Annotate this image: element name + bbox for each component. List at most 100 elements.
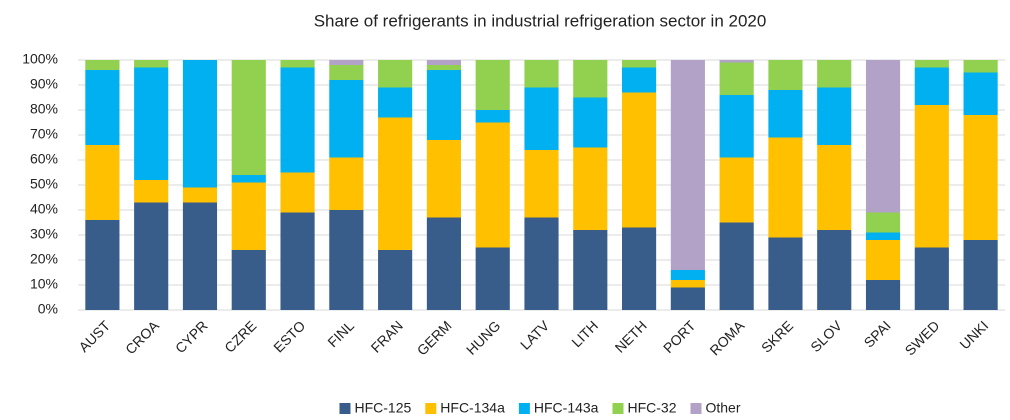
x-tick-label: ROMA — [706, 317, 747, 358]
bar-segment — [231, 175, 266, 183]
bar-segment — [182, 187, 218, 203]
bar-segment — [329, 157, 364, 210]
bar-segment — [475, 60, 510, 110]
bar-segment — [280, 67, 315, 173]
legend-swatch — [339, 403, 351, 414]
x-tick-label: FRAN — [368, 317, 406, 355]
x-tick-label: SWED — [902, 317, 943, 358]
bar-segment — [670, 287, 705, 310]
legend-swatch — [425, 403, 437, 414]
bar-segment — [475, 122, 510, 248]
bar-segment — [134, 60, 169, 68]
bar-segment — [719, 62, 754, 95]
legend-label: HFC-143a — [534, 400, 599, 416]
chart-title: Share of refrigerants in industrial refr… — [314, 11, 767, 30]
y-tick-label: 30% — [30, 226, 58, 242]
bar-segment — [768, 90, 803, 138]
bar-segment — [914, 60, 949, 68]
y-tick-label: 70% — [30, 126, 58, 142]
bar-segment — [622, 92, 657, 228]
bar-segment — [329, 60, 364, 65]
x-tick-label: GERM — [414, 317, 455, 358]
bar-segment — [231, 182, 266, 250]
bar-segment — [622, 67, 657, 93]
legend-label: HFC-134a — [440, 400, 505, 416]
bar-segment — [524, 217, 559, 310]
x-tick-label: HUNG — [463, 317, 503, 357]
y-tick-label: 80% — [30, 101, 58, 117]
bar-segment — [865, 60, 901, 213]
bar-segment — [280, 172, 315, 213]
bar-segment — [329, 210, 364, 310]
bar-segment — [280, 60, 315, 68]
legend-label: Other — [705, 400, 740, 416]
x-tick-label: NETH — [612, 317, 650, 355]
bar-segment — [378, 87, 413, 118]
bar-segment — [426, 65, 461, 70]
y-tick-label: 10% — [30, 276, 58, 292]
x-tick-label: SKRE — [758, 317, 796, 355]
bar-segment — [524, 150, 559, 218]
bar-segment — [768, 237, 803, 310]
bar-segment — [622, 227, 657, 310]
x-tick-label: LATV — [517, 317, 553, 353]
bar-segment — [817, 60, 852, 88]
legend-label: HFC-32 — [627, 400, 676, 416]
bar-segment — [426, 60, 461, 65]
x-tick-label: LITH — [568, 317, 601, 350]
bar-segment — [670, 280, 705, 288]
bar-segment — [914, 67, 949, 105]
x-tick-label: FINL — [324, 317, 357, 350]
y-tick-label: 90% — [30, 76, 58, 92]
bar-segment — [670, 270, 705, 280]
y-tick-label: 100% — [22, 51, 58, 67]
bar-segment — [573, 97, 608, 148]
y-tick-label: 40% — [30, 201, 58, 217]
legend-swatch — [518, 403, 530, 414]
bar-segment — [182, 202, 218, 310]
bar-segment — [85, 60, 120, 70]
bar-segment — [817, 230, 852, 310]
legend: HFC-125 HFC-134a HFC-143a HFC-32 Other — [339, 400, 741, 416]
bar-segment — [134, 202, 169, 310]
bar-segment — [329, 65, 364, 80]
bar-segment — [670, 60, 705, 270]
x-tick-label: CROA — [122, 317, 162, 357]
bar-segment — [378, 250, 413, 310]
x-tick-label: AUST — [75, 317, 113, 355]
y-tick-label: 50% — [30, 176, 58, 192]
bar-segment — [963, 60, 998, 73]
y-tick-label: 0% — [38, 301, 58, 317]
bar-segment — [85, 70, 120, 145]
bar-segment — [524, 60, 559, 88]
bar-segment — [524, 87, 559, 150]
x-tick-label: SPAI — [861, 317, 894, 350]
bar-segment — [963, 115, 998, 240]
bar-segment — [622, 60, 657, 68]
x-tick-label: SLOV — [807, 317, 845, 355]
bar-segment — [475, 247, 510, 310]
bar-segment — [329, 80, 364, 158]
bar-segment — [573, 60, 608, 98]
bar-segment — [719, 60, 754, 63]
bar-segment — [475, 110, 510, 123]
bar-segment — [719, 222, 754, 310]
legend-label: HFC-125 — [354, 400, 411, 416]
y-tick-label: 60% — [30, 151, 58, 167]
bar-segment — [719, 95, 754, 158]
bar-segment — [573, 147, 608, 230]
legend-swatch — [612, 403, 624, 414]
x-tick-label: PORT — [660, 317, 699, 356]
x-tick-label: CZRE — [221, 317, 259, 355]
bar-segment — [719, 157, 754, 223]
bar-segment — [378, 117, 413, 250]
bar-segment — [914, 105, 949, 248]
x-tick-label: CYPR — [172, 317, 211, 356]
bar-segment — [231, 250, 266, 310]
bar-segment — [817, 145, 852, 230]
bar-segment — [963, 240, 998, 310]
bar-segment — [85, 145, 120, 220]
y-tick-label: 20% — [30, 251, 58, 267]
bar-segment — [768, 137, 803, 238]
